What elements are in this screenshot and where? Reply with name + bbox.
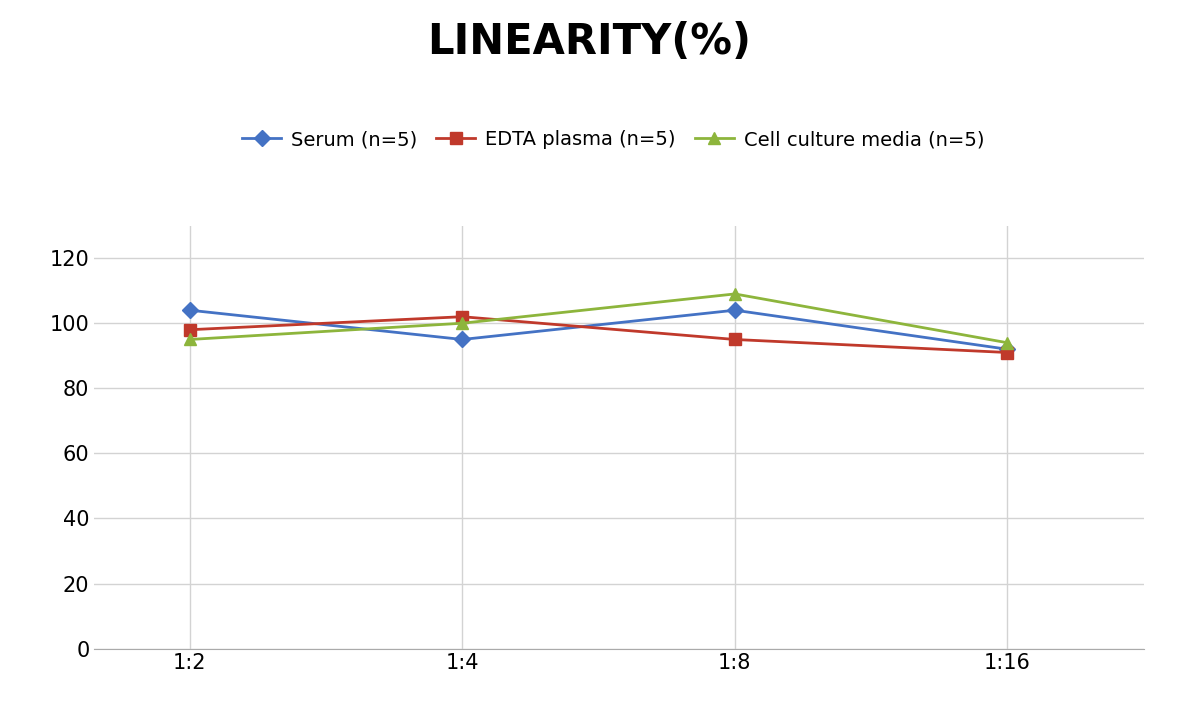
EDTA plasma (n=5) bbox=[1000, 348, 1014, 357]
Cell culture media (n=5) bbox=[183, 336, 197, 344]
Line: EDTA plasma (n=5): EDTA plasma (n=5) bbox=[184, 311, 1013, 358]
Line: Serum (n=5): Serum (n=5) bbox=[184, 305, 1013, 355]
Legend: Serum (n=5), EDTA plasma (n=5), Cell culture media (n=5): Serum (n=5), EDTA plasma (n=5), Cell cul… bbox=[235, 123, 992, 157]
EDTA plasma (n=5) bbox=[183, 326, 197, 334]
EDTA plasma (n=5) bbox=[727, 336, 742, 344]
Line: Cell culture media (n=5): Cell culture media (n=5) bbox=[184, 288, 1014, 349]
Cell culture media (n=5) bbox=[455, 319, 469, 327]
Text: LINEARITY(%): LINEARITY(%) bbox=[428, 21, 751, 63]
Serum (n=5) bbox=[455, 336, 469, 344]
Serum (n=5) bbox=[727, 306, 742, 314]
Cell culture media (n=5) bbox=[1000, 338, 1014, 347]
Serum (n=5) bbox=[1000, 345, 1014, 353]
Cell culture media (n=5) bbox=[727, 290, 742, 298]
EDTA plasma (n=5) bbox=[455, 312, 469, 321]
Serum (n=5) bbox=[183, 306, 197, 314]
